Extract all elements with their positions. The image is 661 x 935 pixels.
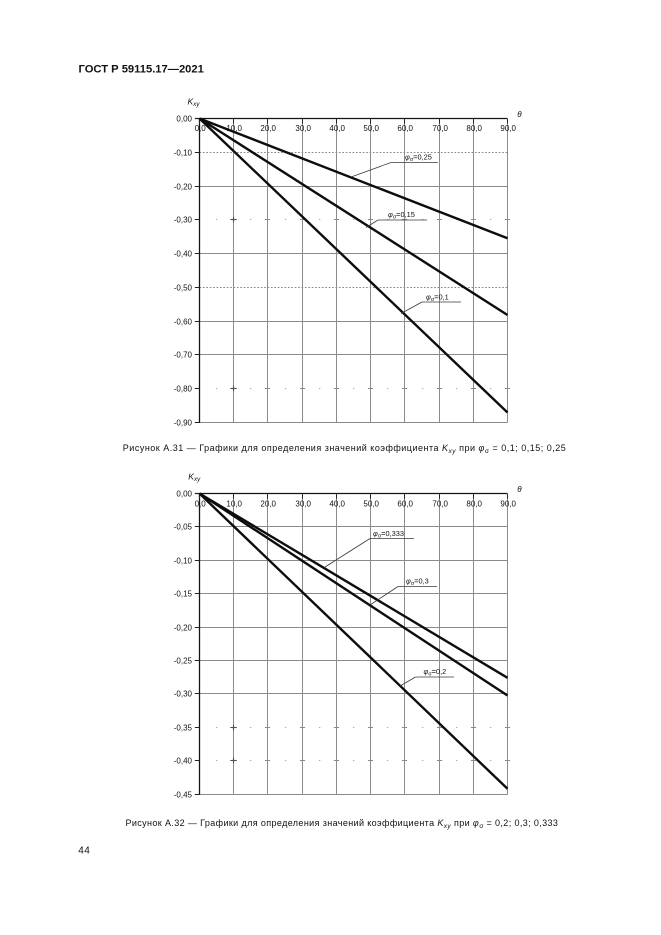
svg-text:-0,50: -0,50	[174, 283, 193, 292]
svg-text:10,0: 10,0	[226, 124, 242, 133]
svg-text:φσ=0,2: φσ=0,2	[424, 667, 447, 677]
svg-text:-0,60: -0,60	[174, 317, 193, 326]
svg-text:-0,20: -0,20	[174, 623, 193, 632]
svg-text:70,0: 70,0	[432, 500, 448, 509]
svg-text:44: 44	[78, 846, 90, 857]
svg-text:60,0: 60,0	[397, 124, 413, 133]
svg-text:80,0: 80,0	[466, 124, 482, 133]
svg-text:ГОСТ Р 59115.17—2021: ГОСТ Р 59115.17—2021	[79, 64, 204, 76]
svg-text:-0,35: -0,35	[174, 723, 193, 732]
svg-text:θ: θ	[517, 485, 522, 494]
svg-text:-0,70: -0,70	[174, 350, 193, 359]
svg-text:-0,30: -0,30	[174, 689, 193, 698]
svg-text:φσ=0,15: φσ=0,15	[388, 210, 415, 220]
svg-text:70,0: 70,0	[432, 124, 448, 133]
svg-text:40,0: 40,0	[329, 124, 345, 133]
svg-text:-0,25: -0,25	[174, 656, 193, 665]
svg-text:20,0: 20,0	[260, 124, 276, 133]
svg-text:10,0: 10,0	[226, 500, 242, 509]
svg-text:80,0: 80,0	[466, 500, 482, 509]
svg-text:Kxy: Kxy	[188, 97, 201, 109]
svg-text:0,00: 0,00	[176, 114, 192, 123]
svg-text:-0,40: -0,40	[174, 249, 193, 258]
svg-text:φσ=0,25: φσ=0,25	[405, 153, 432, 163]
svg-text:30,0: 30,0	[295, 124, 311, 133]
svg-text:-0,15: -0,15	[174, 589, 193, 598]
svg-text:90,0: 90,0	[500, 124, 516, 133]
svg-text:-0,90: -0,90	[174, 418, 193, 427]
svg-text:Рисунок А.31 — Графики для опр: Рисунок А.31 — Графики для определения з…	[123, 443, 566, 455]
svg-text:-0,10: -0,10	[174, 556, 193, 565]
svg-text:Kxy: Kxy	[188, 472, 201, 484]
svg-text:0,00: 0,00	[176, 489, 192, 498]
svg-text:50,0: 50,0	[363, 500, 379, 509]
svg-text:-0,30: -0,30	[174, 215, 193, 224]
svg-text:0,0: 0,0	[195, 124, 207, 133]
svg-text:-0,20: -0,20	[174, 182, 193, 191]
svg-text:-0,05: -0,05	[174, 522, 193, 531]
svg-text:40,0: 40,0	[329, 500, 345, 509]
svg-text:0,0: 0,0	[195, 500, 207, 509]
svg-text:-0,45: -0,45	[174, 790, 193, 799]
svg-text:θ: θ	[517, 110, 522, 119]
svg-text:20,0: 20,0	[260, 500, 276, 509]
svg-text:90,0: 90,0	[500, 500, 516, 509]
svg-text:φσ=0,3: φσ=0,3	[406, 577, 429, 587]
svg-text:Рисунок А.32 — Графики для опр: Рисунок А.32 — Графики для определения з…	[126, 818, 559, 830]
svg-text:φσ=0,1: φσ=0,1	[426, 293, 449, 303]
svg-text:-0,40: -0,40	[174, 756, 193, 765]
svg-text:φσ=0,333: φσ=0,333	[373, 529, 404, 539]
svg-text:50,0: 50,0	[363, 124, 379, 133]
svg-text:-0,80: -0,80	[174, 384, 193, 393]
svg-text:30,0: 30,0	[295, 500, 311, 509]
svg-text:60,0: 60,0	[397, 500, 413, 509]
svg-text:-0,10: -0,10	[174, 148, 193, 157]
